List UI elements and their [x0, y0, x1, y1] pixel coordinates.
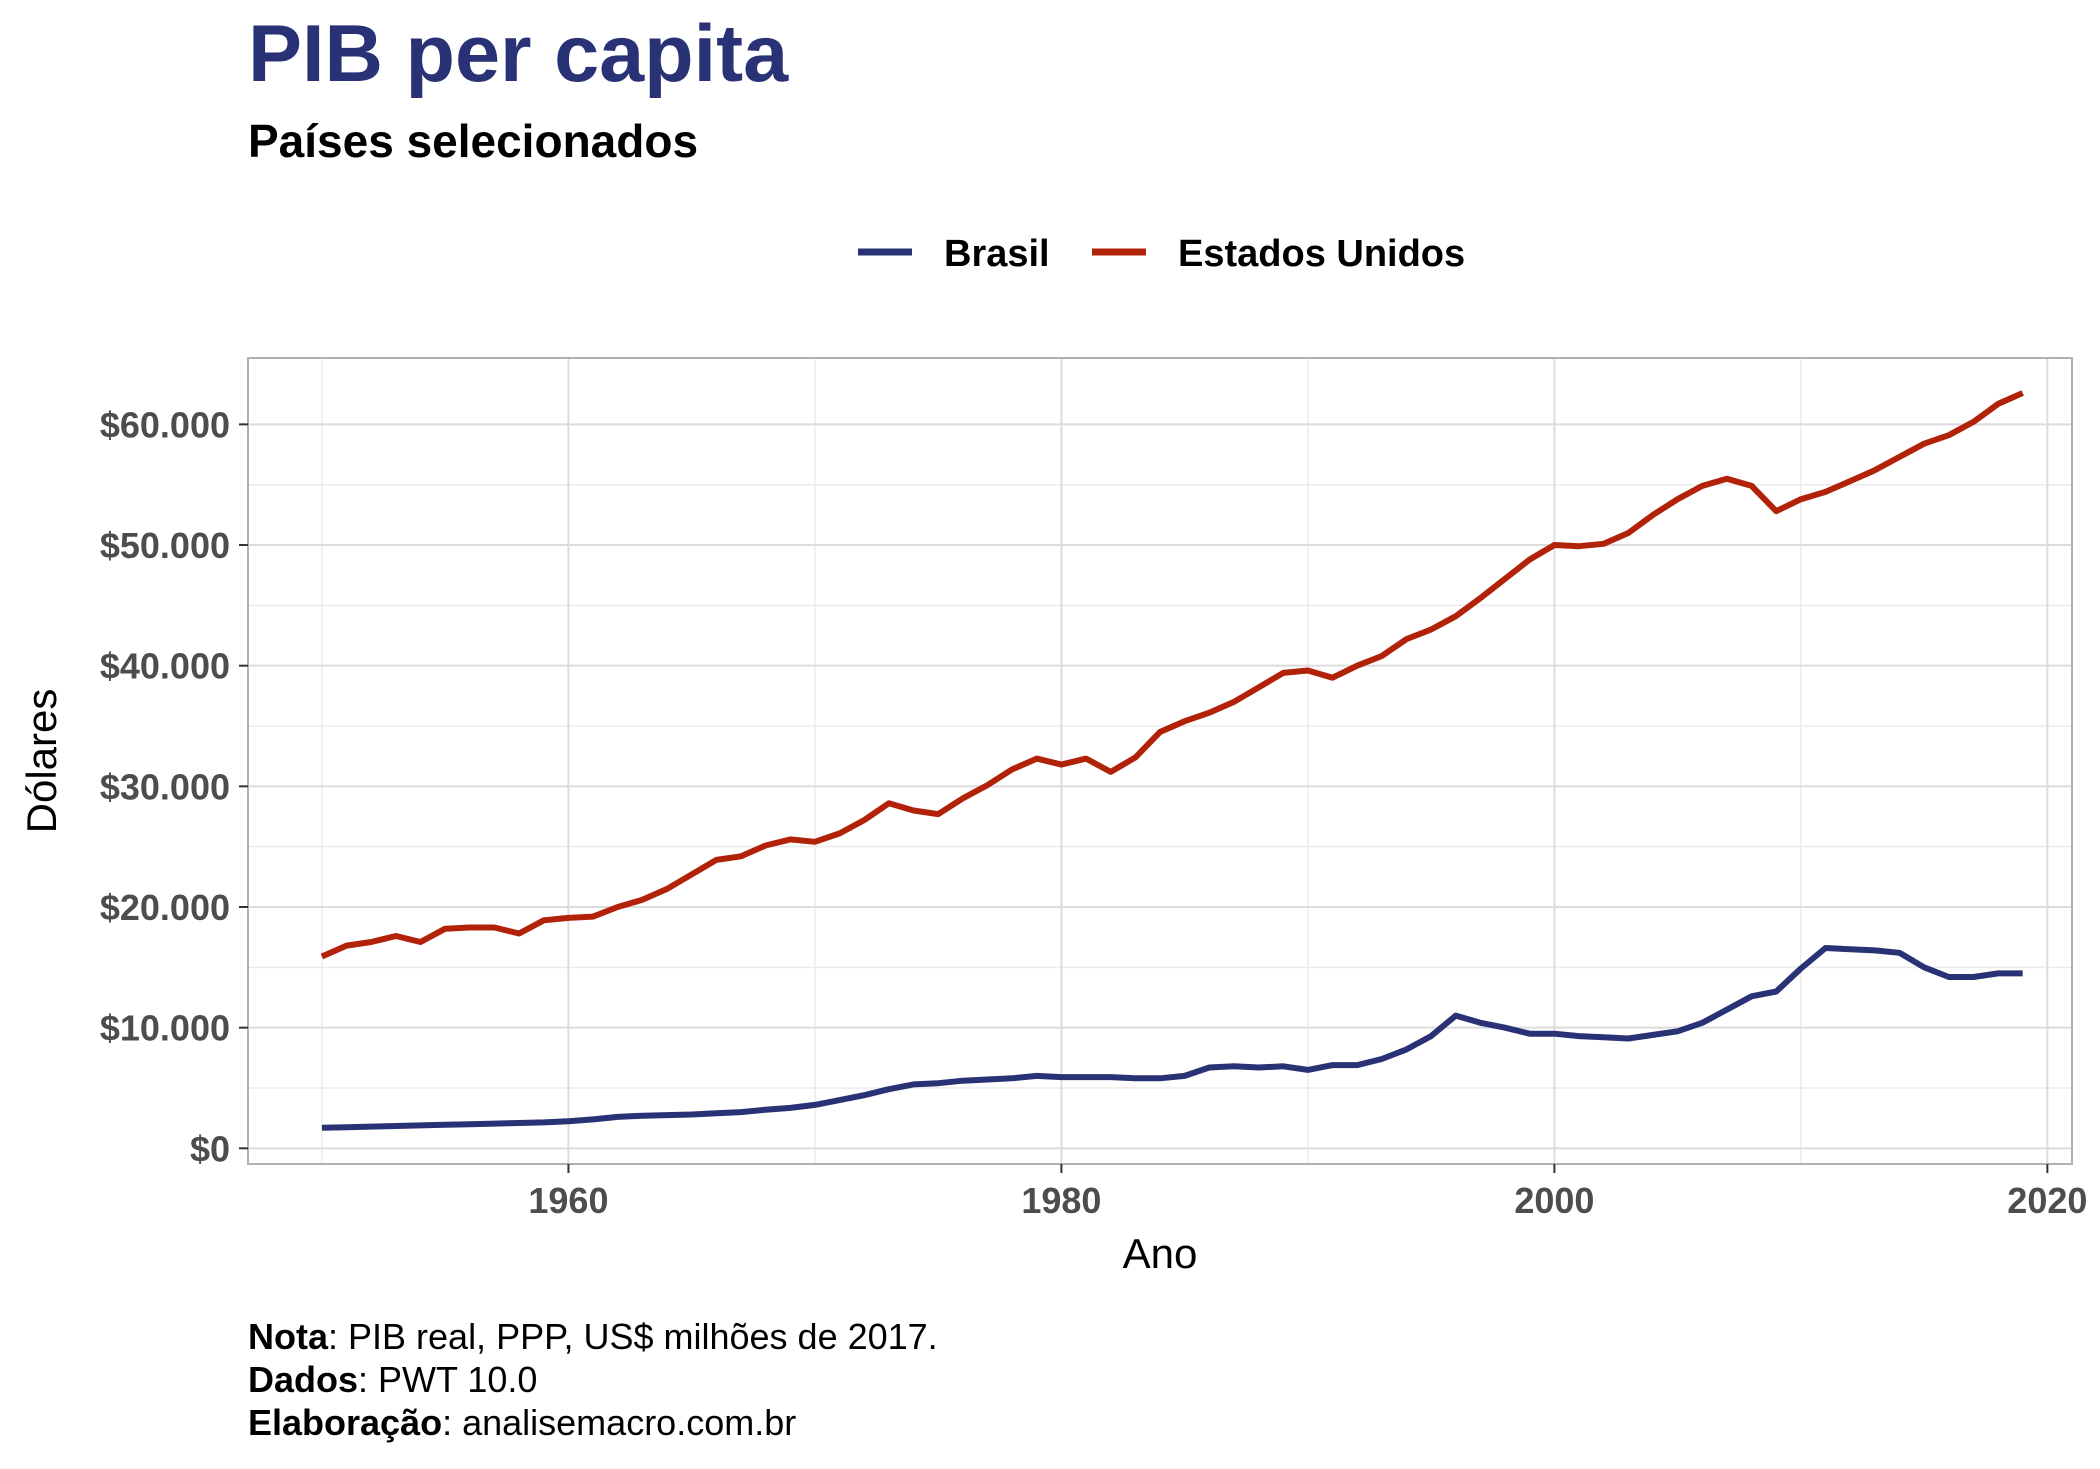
plot-border [247, 357, 2073, 1165]
x-tick-label: 2020 [2007, 1180, 2087, 1221]
x-axis-title: Ano [1123, 1230, 1198, 1277]
caption-elaboracao: Elaboração: analisemacro.com.br [248, 1402, 796, 1444]
series-lines [320, 390, 2024, 1131]
caption-nota-label: Nota [248, 1316, 328, 1357]
y-axis-title: Dólares [18, 689, 65, 834]
caption-nota-text: : PIB real, PPP, US$ milhões de 2017. [328, 1316, 938, 1357]
y-tick-label: $40.000 [100, 646, 230, 687]
series-line-estados-unidos [320, 390, 2024, 960]
y-tick-label: $30.000 [100, 766, 230, 807]
legend-label-brasil: Brasil [944, 233, 1050, 275]
axis-ticks: $0 $10.000 $20.000 $30.000 $40.000 $50.000 $60… [100, 404, 2088, 1221]
y-tick-label: $60.000 [100, 404, 230, 445]
caption-dados: Dados: PWT 10.0 [248, 1359, 537, 1401]
series-line-brasil [321, 945, 2023, 1131]
major-gridlines [248, 358, 2072, 1164]
x-tick-label: 2000 [1514, 1180, 1594, 1221]
y-tick-label: $10.000 [100, 1008, 230, 1049]
caption-elab-text: : analisemacro.com.br [442, 1402, 797, 1443]
y-tick-label: $0 [190, 1128, 230, 1169]
minor-gridlines [248, 358, 2072, 1164]
legend: Brasil Estados Unidos [858, 233, 1465, 275]
chart-title: PIB per capita [248, 9, 789, 99]
y-tick-label: $50.000 [100, 525, 230, 566]
caption-elab-label: Elaboração [248, 1402, 443, 1443]
x-tick-label: 1960 [528, 1180, 608, 1221]
x-tick-label: 1980 [1021, 1180, 1101, 1221]
caption-nota: Nota: PIB real, PPP, US$ milhões de 2017… [248, 1316, 938, 1358]
chart-subtitle: Países selecionados [248, 115, 699, 167]
caption-dados-label: Dados [248, 1359, 359, 1400]
y-tick-label: $20.000 [100, 887, 230, 928]
legend-label-estados-unidos: Estados Unidos [1178, 233, 1465, 275]
caption-dados-text: : PWT 10.0 [358, 1359, 538, 1400]
